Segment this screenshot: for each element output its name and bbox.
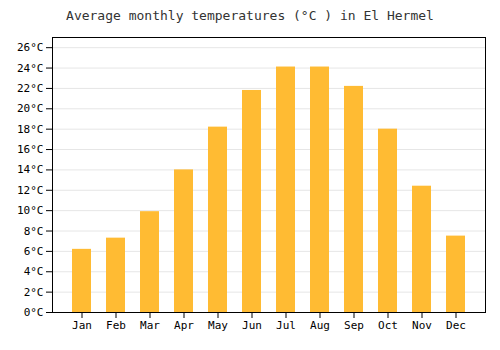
svg-text:Jul: Jul: [276, 319, 296, 332]
svg-text:20°C: 20°C: [17, 102, 44, 115]
svg-text:May: May: [208, 319, 228, 332]
svg-text:22°C: 22°C: [17, 82, 44, 95]
svg-text:2°C: 2°C: [24, 286, 44, 299]
svg-text:Dec: Dec: [446, 319, 466, 332]
svg-text:Jun: Jun: [242, 319, 262, 332]
svg-text:Apr: Apr: [174, 319, 194, 332]
svg-text:12°C: 12°C: [17, 184, 44, 197]
svg-text:Feb: Feb: [106, 319, 126, 332]
svg-text:8°C: 8°C: [24, 225, 44, 238]
svg-text:Oct: Oct: [378, 319, 398, 332]
html-text:Average monthly temperatures (: Average monthly temperatures (°C ) in El…: [66, 8, 434, 23]
svg-text:Aug: Aug: [310, 319, 330, 332]
svg-text:0°C: 0°C: [24, 306, 44, 319]
svg-text:Sep: Sep: [344, 319, 364, 332]
svg-text:Jan: Jan: [72, 319, 92, 332]
svg-text:6°C: 6°C: [24, 245, 44, 258]
svg-text:Mar: Mar: [140, 319, 160, 332]
svg-text:14°C: 14°C: [17, 163, 44, 176]
svg-text:Nov: Nov: [412, 319, 432, 332]
svg-text:26°C: 26°C: [17, 41, 44, 54]
svg-text:4°C: 4°C: [24, 265, 44, 278]
svg-text:16°C: 16°C: [17, 143, 44, 156]
svg-text:18°C: 18°C: [17, 123, 44, 136]
svg-text:24°C: 24°C: [17, 62, 44, 75]
svg-text:10°C: 10°C: [17, 204, 44, 217]
